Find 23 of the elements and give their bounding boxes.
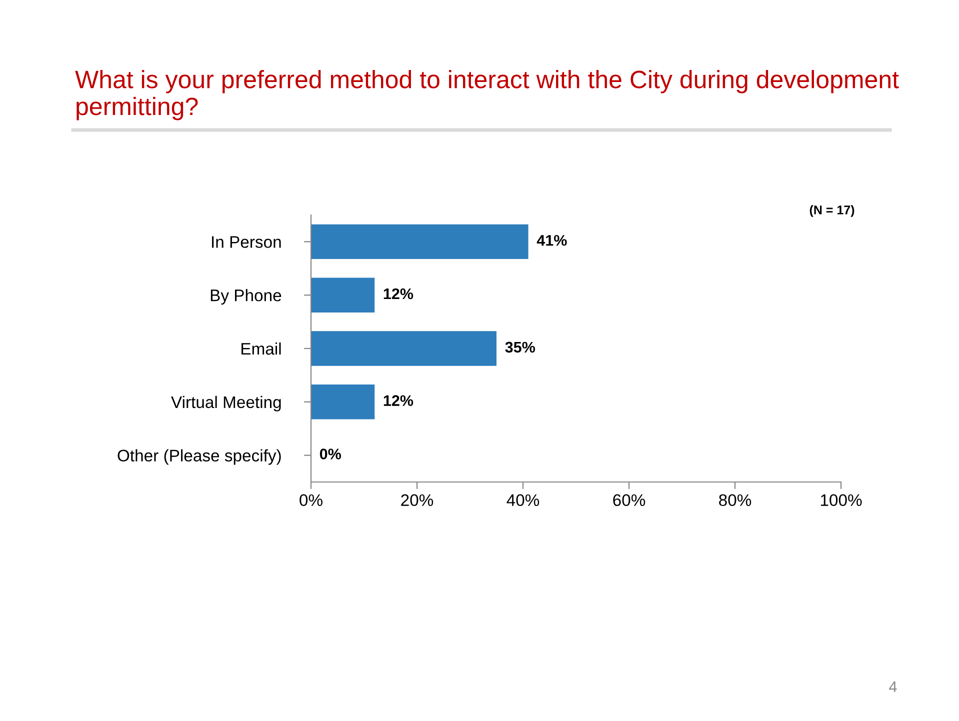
y-tick-label: Other (Please specify) [118,449,281,465]
y-tick-label: Virtual Meeting [171,396,281,412]
text: 4 [889,681,897,692]
y-tick-label: By Phone [210,289,282,305]
chart-title: What is your preferred method to interact with the City during development permitting? [75,70,899,120]
x-tick-label: 40% [506,494,540,506]
bar [311,278,375,312]
x-tick-label: 100% [820,494,862,506]
x-tick-label: 20% [401,494,434,506]
data-label: 35% [505,342,536,353]
bar [311,224,528,260]
data-label: 41% [536,235,567,246]
y-tick-label: In Person [212,236,281,248]
y-tick-label: Email [242,342,281,355]
bar [311,331,496,366]
data-label: 0% [320,448,342,460]
bar [311,384,375,420]
x-tick-label: 80% [719,494,752,506]
data-label: 12% [384,288,414,300]
x-tick-label: 0% [300,494,322,506]
annotation: (N = 17) [810,205,854,217]
x-tick-label: 60% [613,494,646,506]
data-label: 12% [384,395,414,406]
